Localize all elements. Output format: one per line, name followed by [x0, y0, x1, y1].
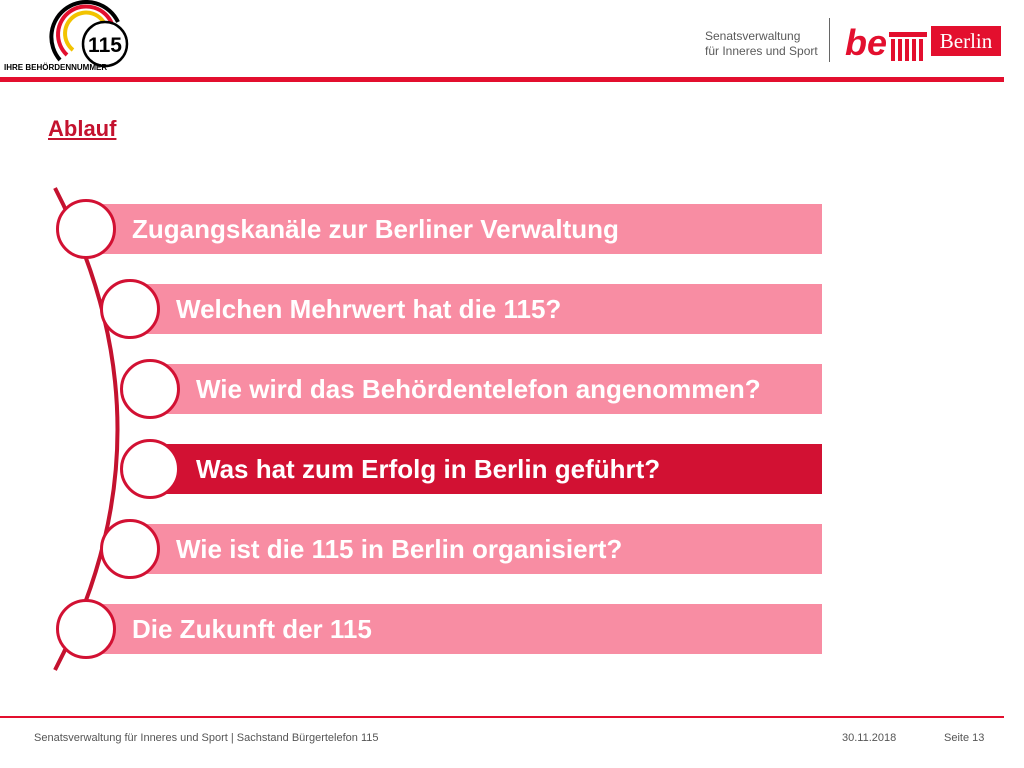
agenda-item-2: Welchen Mehrwert hat die 115? [132, 284, 822, 334]
footer-rule [0, 716, 1004, 718]
agenda-bullet-2 [100, 279, 160, 339]
be-berlin-logo: be Berlin [845, 22, 1001, 63]
footer-page-number: Seite 13 [944, 732, 985, 744]
logo-number: 115 [88, 34, 122, 57]
logo-tagline: IHRE BEHÖRDENNUMMER [4, 63, 107, 72]
agenda-item-1: Zugangskanäle zur Berliner Verwaltung [88, 204, 822, 254]
page-title: Ablauf [48, 116, 117, 141]
department-line-1: Senatsverwaltung [705, 29, 801, 43]
footer-source: Senatsverwaltung für Inneres und Sport |… [34, 732, 379, 744]
agenda-bullet-5 [100, 519, 160, 579]
berlin-label: Berlin [940, 29, 993, 53]
department-label: Senatsverwaltung für Inneres und Sport [705, 29, 820, 59]
footer-date: 30.11.2018 [842, 732, 897, 744]
department-line-2: für Inneres und Sport [705, 44, 818, 58]
agenda-bullet-6 [56, 599, 116, 659]
agenda-item-4-active: Was hat zum Erfolg in Berlin geführt? [152, 444, 822, 494]
115-logo: 115 IHRE BEHÖRDENNUMMER [4, 0, 129, 72]
brandenburg-gate-icon [889, 32, 927, 61]
agenda-bullet-4 [120, 439, 180, 499]
header-divider [829, 18, 830, 62]
agenda-bullet-1 [56, 199, 116, 259]
header-rule [0, 77, 1004, 82]
agenda-bullet-3 [120, 359, 180, 419]
agenda-item-6: Die Zukunft der 115 [88, 604, 822, 654]
agenda-item-5: Wie ist die 115 in Berlin organisiert? [132, 524, 822, 574]
agenda-item-3: Wie wird das Behördentelefon angenommen? [152, 364, 822, 414]
be-mark: be [845, 22, 887, 63]
